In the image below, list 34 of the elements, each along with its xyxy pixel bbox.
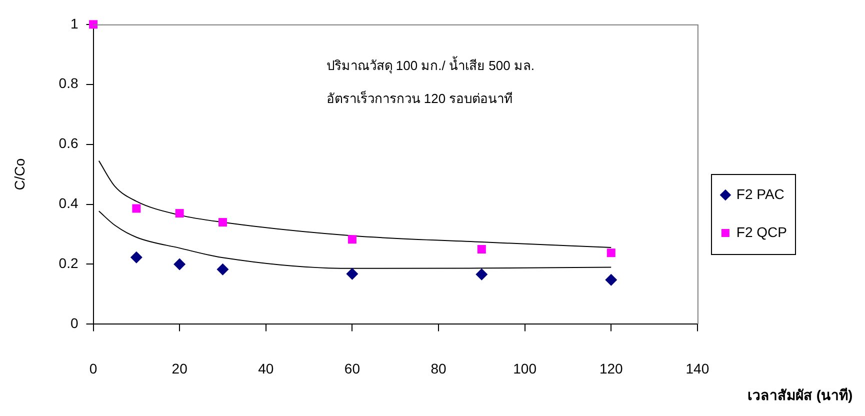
point (348, 235, 356, 244)
point (218, 218, 227, 227)
legend-label: F2 PAC (736, 186, 784, 202)
y-tick-label: 0.2 (58, 255, 78, 272)
legend-label: F2 QCP (736, 224, 788, 240)
annotation: อัตราเร็วการกวน 120 รอบต่อนาที (326, 88, 514, 106)
x-tick-label: 0 (89, 360, 98, 376)
point (132, 204, 141, 213)
x-tick-label: 120 (599, 360, 624, 376)
y-tick-label: 0 (70, 315, 78, 332)
point (174, 258, 186, 270)
point (477, 245, 486, 254)
y-tick-label: 0.6 (58, 135, 78, 152)
x-tick-label: 60 (344, 360, 360, 376)
y-axis-title: C/Co (11, 158, 28, 190)
x-tick-label: 40 (258, 360, 274, 376)
point (606, 248, 616, 258)
point (605, 274, 618, 286)
y-tick-label: 0.8 (58, 75, 78, 92)
point (476, 268, 488, 280)
point (89, 20, 98, 29)
x-tick-label: 100 (513, 360, 537, 376)
x-tick-label: 20 (172, 360, 188, 376)
x-tick-label: 140 (686, 360, 710, 376)
point (216, 263, 229, 276)
point (175, 209, 184, 218)
annotation: ปริมาณวัสดุ 100 มก./ น้ำเสีย 500 มล. (326, 56, 535, 74)
y-tick-label: 1 (70, 15, 78, 32)
x-tick-label: 80 (430, 360, 446, 376)
x-axis-title: เวลาสัมผัส (นาที) (747, 386, 853, 403)
point (346, 268, 358, 280)
y-tick-label: 0.4 (58, 195, 78, 212)
point (130, 251, 142, 264)
line-series (98, 160, 612, 248)
